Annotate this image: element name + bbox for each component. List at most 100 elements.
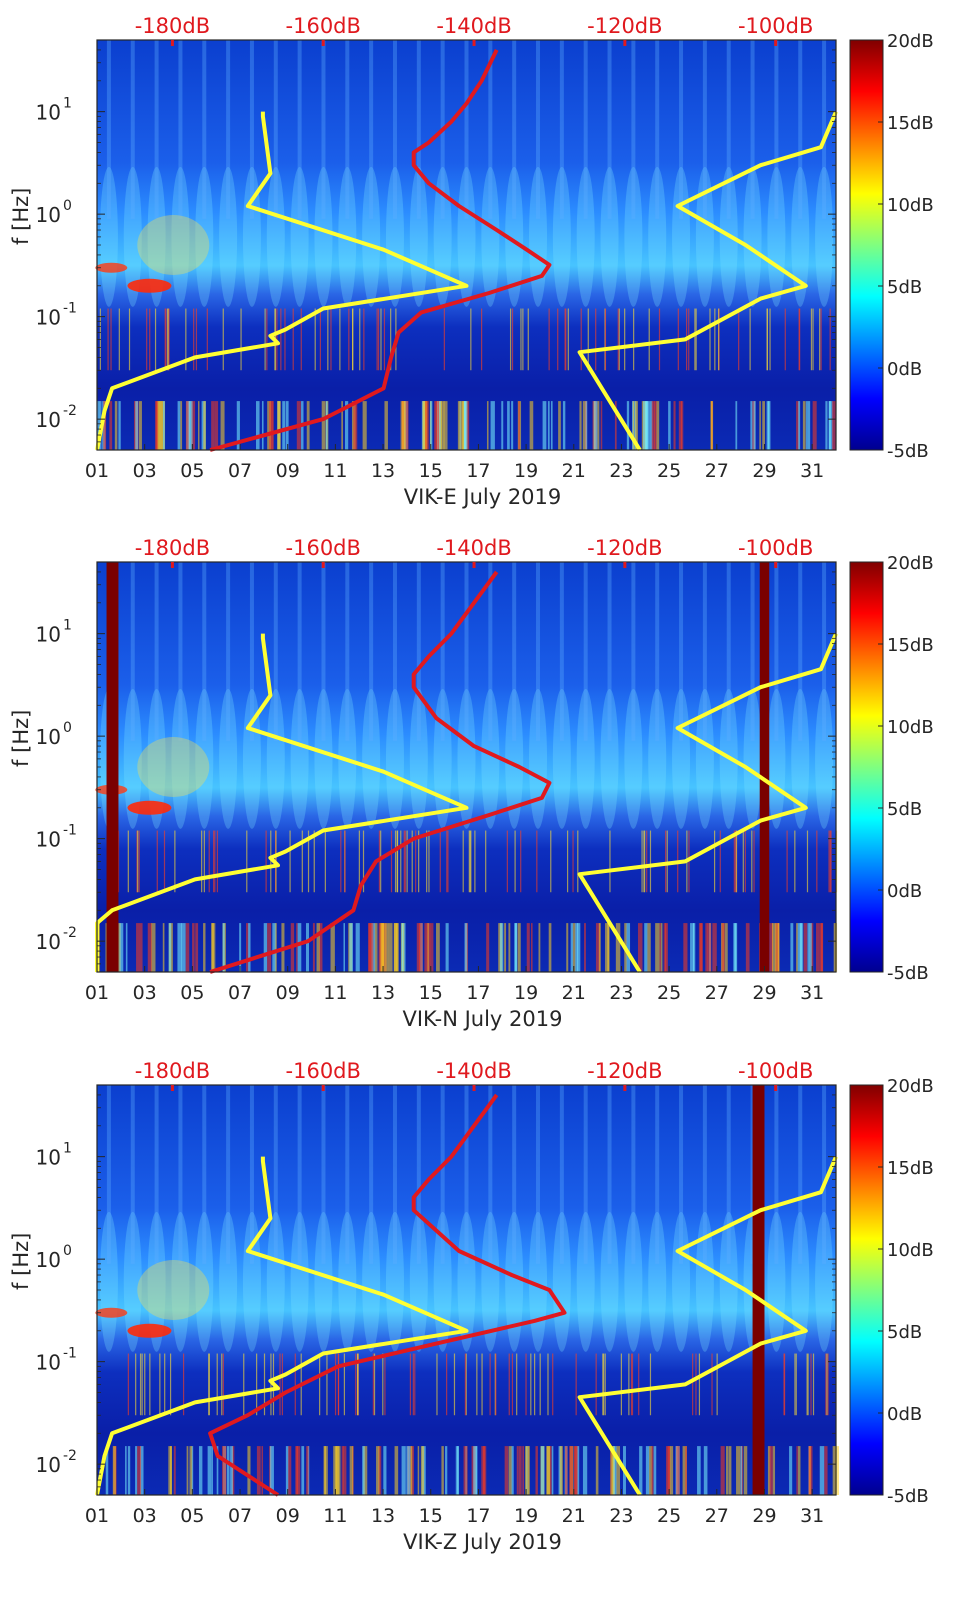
x-tick-label: 23 [609, 460, 633, 482]
low-frequency-streak [226, 1446, 230, 1495]
diurnal-streak [392, 40, 397, 219]
y-tick-exponent: -2 [63, 925, 77, 941]
spectrogram-texture [95, 562, 838, 972]
y-tick-exponent: 1 [63, 618, 72, 634]
low-frequency-streak [460, 401, 465, 450]
low-frequency-streak [668, 401, 671, 450]
low-frequency-streak [806, 401, 808, 450]
diurnal-plume [123, 1211, 142, 1352]
low-frequency-streak [585, 401, 588, 450]
low-frequency-streak [416, 923, 421, 972]
x-tick-label: 13 [371, 982, 395, 1004]
low-frequency-streak [418, 923, 423, 972]
low-frequency-streak [263, 923, 268, 972]
low-frequency-streak [353, 401, 358, 450]
x-tick-label: 25 [657, 460, 681, 482]
diurnal-streak [297, 40, 302, 219]
low-frequency-streak [105, 1446, 109, 1495]
low-frequency-streak [270, 401, 273, 450]
diurnal-streak [249, 562, 254, 741]
low-frequency-streak [582, 1446, 588, 1495]
impulse-streak [221, 1353, 223, 1416]
x-tick-label: 05 [180, 460, 204, 482]
diurnal-plume [457, 688, 476, 829]
impulse-streak [356, 1353, 359, 1416]
low-frequency-streak [680, 401, 684, 450]
low-frequency-streak [579, 401, 582, 450]
diurnal-streak [679, 562, 684, 741]
low-frequency-streak [246, 923, 249, 972]
low-frequency-streak [222, 923, 225, 972]
low-frequency-streak [380, 923, 385, 972]
microseism-blob [95, 1307, 128, 1318]
colorbar-tick-label: 15dB [887, 113, 934, 134]
impulse-streak [355, 1353, 357, 1416]
low-frequency-streak [703, 1446, 708, 1495]
diurnal-streak [702, 40, 707, 219]
y-tick-label: 10 [36, 623, 61, 647]
yellow-curve-2 [577, 1155, 838, 1497]
diurnal-plume [290, 1211, 309, 1352]
low-frequency-streak [282, 401, 286, 450]
impulse-streak [810, 1353, 812, 1416]
low-frequency-streak [799, 923, 804, 972]
low-frequency-streak [833, 923, 836, 972]
diurnal-streak [249, 40, 254, 219]
low-frequency-streak [188, 401, 193, 450]
low-frequency-streak [546, 1446, 551, 1495]
impulse-streak [137, 830, 139, 893]
impulse-streak [469, 830, 471, 893]
low-frequency-streak [168, 923, 172, 972]
diurnal-streak [536, 562, 541, 741]
diurnal-plume [695, 688, 714, 829]
y-tick-label: 10 [36, 101, 61, 125]
colorbar-tick-label: 15dB [887, 635, 934, 656]
low-frequency-streak [771, 923, 777, 972]
low-frequency-streak [796, 401, 799, 450]
diurnal-plume [362, 166, 381, 307]
diurnal-plume [147, 688, 166, 829]
low-frequency-streak [819, 923, 823, 972]
diurnal-plume [123, 166, 142, 307]
diurnal-plume [219, 1211, 238, 1352]
low-frequency-streak [464, 401, 468, 450]
impulse-streak [481, 1353, 483, 1416]
top-db-tick-label: -140dB [436, 14, 511, 38]
x-tick-label: 23 [609, 1505, 633, 1527]
impulse-streak [587, 308, 589, 371]
impulse-streak [638, 1353, 640, 1416]
x-tick-label: 23 [609, 982, 633, 1004]
diurnal-plume [695, 166, 714, 307]
diurnal-streak [822, 1085, 827, 1264]
diurnal-streak [178, 1085, 183, 1264]
low-frequency-streak [743, 1446, 748, 1495]
low-frequency-streak [267, 923, 272, 972]
low-frequency-streak [724, 923, 728, 972]
y-tick-label: 10 [36, 1146, 61, 1170]
low-frequency-streak [306, 1446, 309, 1495]
top-db-tick-label: -180dB [135, 14, 210, 38]
impulse-streak [709, 308, 711, 371]
low-frequency-streak [807, 923, 811, 972]
low-frequency-streak [584, 923, 586, 972]
top-db-tick-label: -160dB [286, 1059, 361, 1083]
impulse-streak [206, 308, 208, 371]
impulse-streak [829, 308, 831, 371]
low-frequency-streak [683, 923, 688, 972]
impulse-streak [784, 308, 786, 371]
diurnal-plume [362, 688, 381, 829]
y-tick-exponent: 0 [63, 1243, 72, 1259]
low-frequency-streak [655, 923, 660, 972]
low-frequency-streak [651, 401, 655, 450]
x-tick-label: 31 [800, 1505, 824, 1527]
impulse-streak [735, 830, 737, 893]
low-frequency-streak [341, 401, 343, 450]
impulse-streak [168, 308, 170, 371]
impulse-streak [377, 308, 380, 371]
low-frequency-streak [514, 923, 517, 972]
x-tick-label: 11 [323, 1505, 347, 1527]
impulse-streak [326, 1353, 328, 1416]
impulse-streak [646, 830, 648, 893]
low-frequency-streak [796, 1446, 798, 1495]
